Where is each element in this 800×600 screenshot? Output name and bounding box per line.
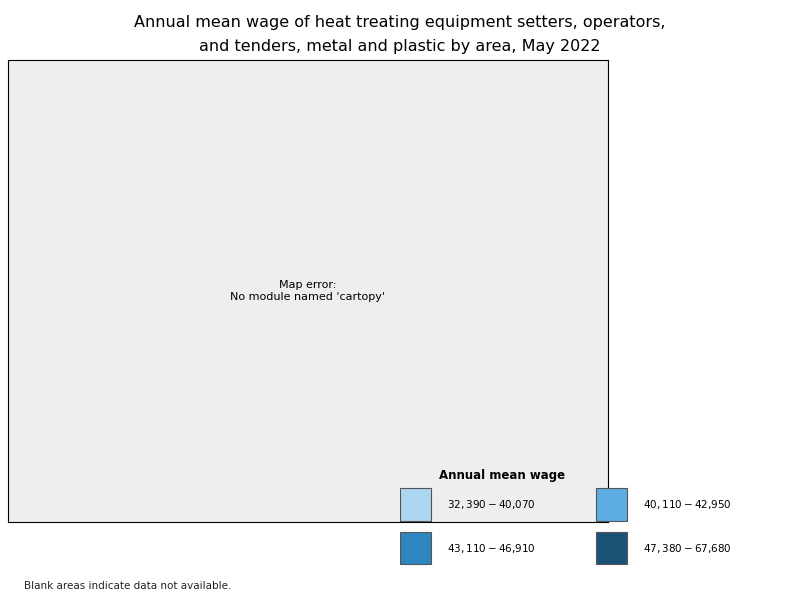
Text: Annual mean wage: Annual mean wage [439, 469, 566, 482]
Bar [596, 488, 627, 521]
Text: $32,390 - $40,070: $32,390 - $40,070 [447, 498, 536, 511]
Text: Map error:
No module named 'cartopy': Map error: No module named 'cartopy' [230, 280, 386, 302]
Text: Annual mean wage of heat treating equipment setters, operators,: Annual mean wage of heat treating equipm… [134, 15, 666, 30]
Bar [596, 532, 627, 565]
Bar [400, 488, 431, 521]
Text: $47,380 - $67,680: $47,380 - $67,680 [643, 542, 732, 554]
Text: $43,110 - $46,910: $43,110 - $46,910 [447, 542, 536, 554]
Text: and tenders, metal and plastic by area, May 2022: and tenders, metal and plastic by area, … [199, 39, 601, 54]
Text: Blank areas indicate data not available.: Blank areas indicate data not available. [24, 581, 231, 591]
Bar [400, 532, 431, 565]
Text: $40,110 - $42,950: $40,110 - $42,950 [643, 498, 732, 511]
